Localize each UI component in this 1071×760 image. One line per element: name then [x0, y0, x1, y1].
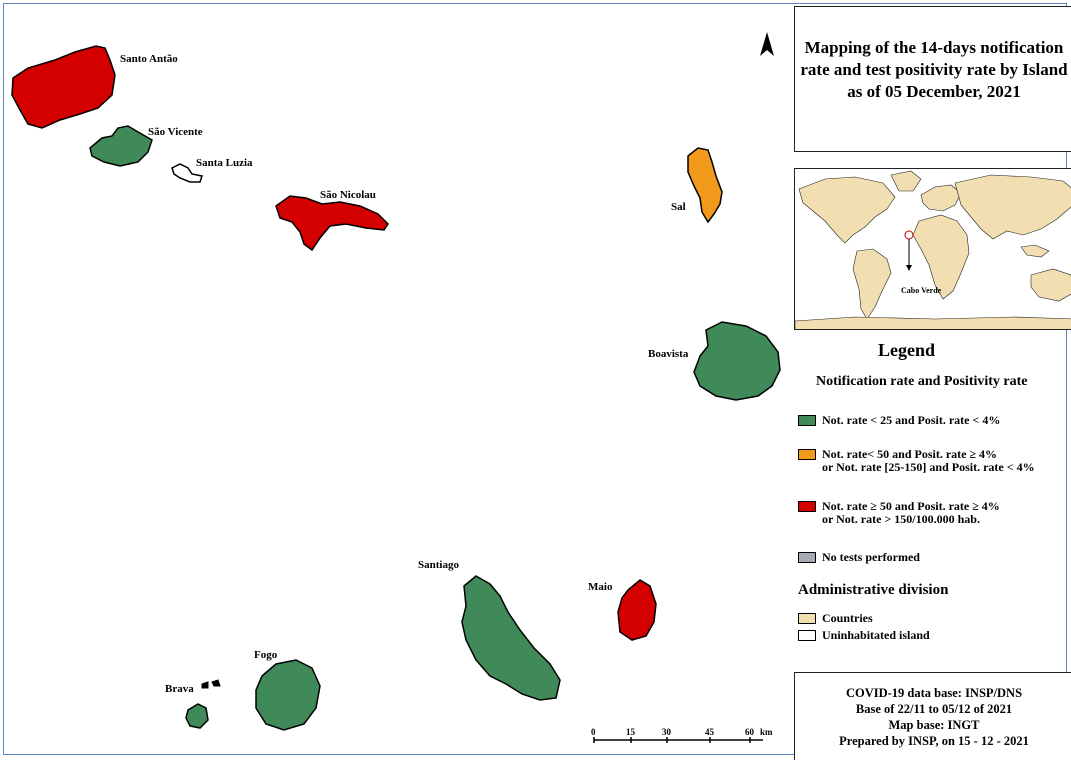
- admin-division-title: Administrative division: [798, 582, 949, 598]
- islet-brava-2: [211, 679, 221, 687]
- credits-line-3: Map base: INGT: [888, 718, 980, 732]
- scale-unit: km: [760, 727, 773, 737]
- label-sal: Sal: [671, 201, 686, 213]
- scale-tick-60: 60: [745, 727, 755, 737]
- scale-tick-15: 15: [626, 727, 636, 737]
- island-fogo: [255, 659, 321, 731]
- island-sal: [687, 147, 723, 224]
- north-arrow-icon: [760, 32, 774, 56]
- scale-tick-30: 30: [662, 727, 672, 737]
- legend-swatch-countries: [798, 613, 816, 624]
- legend-label-red: Not. rate ≥ 50 and Posit. rate ≥ 4% or N…: [822, 499, 1000, 526]
- island-brava: [185, 703, 209, 729]
- legend-label-uninhabited: Uninhabitated island: [822, 628, 930, 642]
- locator-map: Cabo Verde: [795, 169, 1071, 329]
- label-sao-nicolau: São Nicolau: [320, 189, 376, 201]
- credits-line-2: Base of 22/11 to 05/12 of 2021: [855, 702, 1013, 716]
- map-title: Mapping of the 14-days notification rate…: [800, 38, 1068, 101]
- label-maio: Maio: [588, 581, 613, 593]
- scale-tick-0: 0: [591, 727, 596, 737]
- legend-subtitle: Notification rate and Positivity rate: [816, 374, 1028, 389]
- legend-label-orange: Not. rate< 50 and Posit. rate ≥ 4% or No…: [822, 447, 1035, 474]
- legend-swatch-orange: [798, 449, 816, 460]
- legend-swatch-gray: [798, 552, 816, 563]
- island-santiago: [461, 575, 561, 701]
- label-fogo: Fogo: [254, 649, 278, 661]
- scale-bar: 0 15 30 45 60 km: [591, 727, 773, 743]
- island-sao-nicolau: [275, 195, 389, 252]
- island-santa-luzia: [171, 163, 203, 183]
- scale-tick-45: 45: [705, 727, 715, 737]
- map-title-panel: Mapping of the 14-days notification rate…: [794, 6, 1071, 152]
- label-brava: Brava: [165, 683, 194, 695]
- legend-label-countries: Countries: [822, 611, 873, 625]
- island-maio: [617, 579, 657, 641]
- credits-line-1: COVID-19 data base: INSP/DNS: [845, 686, 1023, 700]
- world-countries: [795, 170, 1071, 329]
- legend-swatch-red: [798, 501, 816, 512]
- credits-panel: COVID-19 data base: INSP/DNS Base of 22/…: [794, 672, 1071, 760]
- label-santiago: Santiago: [418, 559, 459, 571]
- locator-map-panel: Cabo Verde: [794, 168, 1071, 330]
- label-santo-antao: Santo Antão: [120, 53, 178, 65]
- label-sao-vicente: São Vicente: [148, 126, 203, 138]
- island-sao-vicente: [89, 125, 153, 167]
- islet-brava-1: [201, 681, 209, 689]
- map-frame: [3, 3, 1067, 755]
- island-boavista: [693, 321, 781, 401]
- credits-line-4: Prepared by INSP, on 15 - 12 - 2021: [839, 734, 1029, 748]
- legend-swatch-uninhabited: [798, 630, 816, 641]
- legend-label-green: Not. rate < 25 and Posit. rate < 4%: [822, 413, 1001, 427]
- label-santa-luzia: Santa Luzia: [196, 157, 253, 169]
- main-map: Santo Antão São Vicente Santa Luzia São …: [11, 32, 781, 743]
- label-boavista: Boavista: [648, 348, 689, 360]
- legend-label-gray: No tests performed: [822, 550, 920, 564]
- legend-title: Legend: [878, 340, 936, 360]
- locator-label: Cabo Verde: [901, 286, 942, 295]
- island-santo-antao: [11, 45, 116, 129]
- legend-swatch-green: [798, 415, 816, 426]
